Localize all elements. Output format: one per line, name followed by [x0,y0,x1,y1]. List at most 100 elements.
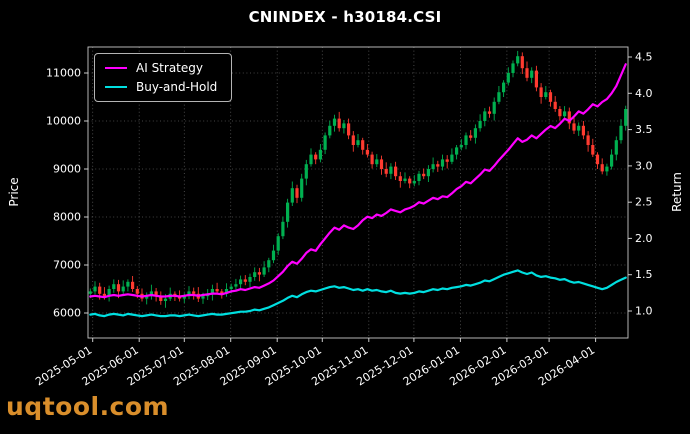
chart-title: CNINDEX - h30184.CSI [248,8,442,26]
candle-body [342,123,346,129]
price-tick-label: 11000 [46,67,81,80]
candle-body [290,188,294,203]
candle-body [262,267,266,275]
plot-border [87,46,629,339]
candle-body [431,164,435,169]
candle-body [154,291,158,297]
candle-body [408,178,412,184]
candle-body [370,154,374,165]
candle-body [351,135,355,145]
candle-body [295,188,299,198]
candle-body [201,296,205,299]
return-tick-label: 3.5 [635,123,653,136]
candle-body [159,296,163,301]
candle-body [220,291,224,294]
candle-body [426,169,430,177]
price-tick-label: 10000 [46,115,81,128]
candle-body [107,289,111,297]
candle-body [445,159,449,162]
candle-body [126,281,130,287]
return-tick-label: 2.5 [635,196,653,209]
candle-body [610,154,614,167]
candle-body [605,166,609,172]
legend-item-buy-and-hold: Buy-and-Hold [105,81,217,93]
candle-body [116,284,121,292]
candle-body [365,149,369,155]
candle-body [389,166,393,174]
ai-strategy-line [89,63,627,299]
candle-body [530,70,534,78]
candle-body [506,73,510,83]
candle-body [276,236,280,251]
candle-body [131,281,135,289]
candle-body [403,178,407,181]
candle-body [469,135,473,138]
candle-body [600,164,604,172]
buy-and-hold-line-swatch [105,86,127,88]
candle-body [558,109,562,117]
candle-body [121,286,125,292]
candle-body [586,135,590,145]
candle-body [436,164,440,167]
return-tick-label: 2.0 [635,232,653,245]
candle-body [450,154,454,162]
candle-body [614,140,618,155]
candle-body [347,123,351,136]
price-tick-label: 7000 [53,259,81,272]
candle-body [210,289,214,294]
return-tick-label: 1.5 [635,268,653,281]
candle-body [239,279,243,285]
candle-body [337,118,341,129]
return-tick-label: 4.0 [635,87,653,100]
candle-body [577,125,581,131]
candle-body [163,298,168,301]
candle-body [417,173,421,181]
candle-body [548,92,553,102]
candle-body [361,140,365,150]
candle-body [98,286,102,294]
candle-body [192,291,196,294]
candle-body [234,284,238,287]
candle-body [356,140,360,145]
candle-body [553,101,557,109]
candle-body [328,125,332,136]
legend: AI Strategy Buy-and-Hold [94,53,233,102]
candle-body [422,173,426,177]
candle-body [248,277,252,282]
candle-body [511,63,515,73]
candle-body [318,149,322,160]
candle-body [309,154,313,165]
candle-body [224,289,229,294]
return-tick-label: 3.0 [635,159,653,172]
candle-body [253,272,257,277]
candle-body [281,221,285,237]
candle-body [304,164,308,179]
candle-body [145,296,149,299]
candle-body [483,111,487,121]
candle-body [149,291,153,297]
candle-body [516,56,520,64]
candle-body [619,125,623,141]
candle-body [563,111,567,117]
candle-body [572,123,576,131]
candle-body [534,70,538,88]
candle-body [93,286,97,292]
candle-body [459,145,463,148]
candle-body [182,296,186,299]
candle-body [300,178,304,198]
candle-body [440,159,445,167]
legend-label-ai-strategy: AI Strategy [136,61,203,75]
candle-body [473,128,477,138]
candle-body [112,284,116,289]
candlestick-layer [88,50,628,308]
price-tick-label: 9000 [53,163,81,176]
ai-strategy-line-swatch [105,67,127,69]
candle-body [267,260,271,268]
candle-body [581,125,585,136]
candle-body [135,289,139,294]
candle-body [323,135,327,150]
return-axis-label: Return [670,172,684,212]
candle-body [257,272,261,275]
